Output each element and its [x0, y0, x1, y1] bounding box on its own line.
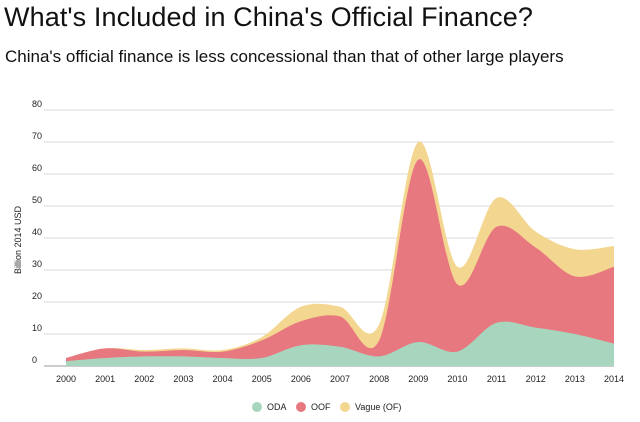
- y-axis-label: Billion 2014 USD: [13, 205, 23, 274]
- legend-label-oda: ODA: [267, 402, 287, 412]
- y-tick-label: 60: [32, 163, 42, 173]
- y-tick-label: 50: [32, 195, 42, 205]
- legend-label-vague-of: Vague (OF): [355, 402, 401, 412]
- x-tick-label: 2014: [604, 374, 624, 384]
- y-tick-label: 70: [32, 131, 42, 141]
- x-tick-label: 2006: [291, 374, 311, 384]
- legend-swatch-oof: [296, 402, 306, 412]
- chart-title: What's Included in China's Official Fina…: [4, 2, 533, 32]
- x-tick-label: 2013: [565, 374, 585, 384]
- x-tick-label: 2008: [369, 374, 389, 384]
- y-tick-label: 0: [32, 355, 37, 365]
- y-tick-label: 40: [32, 227, 42, 237]
- x-tick-label: 2002: [134, 374, 154, 384]
- x-tick-label: 2009: [408, 374, 428, 384]
- x-tick-label: 2000: [56, 374, 76, 384]
- y-tick-label: 10: [32, 323, 42, 333]
- x-tick-label: 2010: [447, 374, 467, 384]
- area-series: [66, 141, 614, 366]
- x-tick-label: 2004: [213, 374, 233, 384]
- legend-swatch-oda: [252, 402, 262, 412]
- x-tick-label: 2003: [173, 374, 193, 384]
- y-tick-label: 30: [32, 259, 42, 269]
- x-tick-label: 2011: [487, 374, 506, 384]
- y-axis-ticks: 0 10 20 30 40 50 60 70 80: [32, 99, 42, 365]
- legend-label-oof: OOF: [311, 402, 331, 412]
- area-oof: [66, 159, 614, 366]
- x-tick-label: 2001: [95, 374, 115, 384]
- y-tick-label: 80: [32, 99, 42, 109]
- x-tick-label: 2007: [330, 374, 350, 384]
- x-tick-label: 2005: [252, 374, 272, 384]
- area-oda: [66, 321, 614, 366]
- legend: ODA OOF Vague (OF): [252, 402, 401, 412]
- chart-subtitle: China's official finance is less concess…: [5, 47, 564, 66]
- x-axis-ticks: 2000 2001 2002 2003 2004 2005 2006 2007 2008 2009…: [56, 374, 624, 384]
- y-tick-label: 20: [32, 291, 42, 301]
- x-tick-label: 2012: [526, 374, 546, 384]
- legend-swatch-vague-of: [340, 402, 350, 412]
